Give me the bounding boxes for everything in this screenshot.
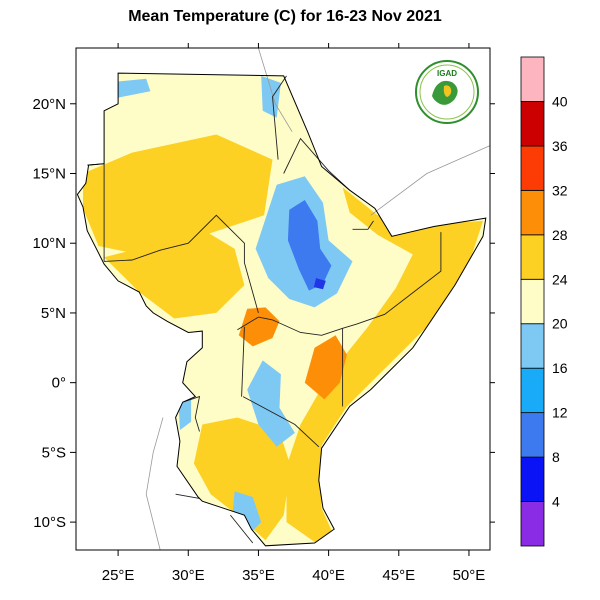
map-axes: 25°E 30°E 35°E 40°E 45°E 50°E 20°N 15°N 10°N 5°N 0…	[32, 43, 495, 584]
temperature-patch-kenya-hot	[304, 335, 347, 400]
lat-tick-label: 5°S	[42, 444, 66, 461]
country-border-11	[230, 514, 254, 544]
country-border-1	[272, 75, 287, 160]
colorbar-label: 24	[552, 271, 568, 287]
colorbar-label: 40	[552, 93, 568, 109]
colorbar-swatch	[520, 367, 545, 414]
colorbar-label: 36	[552, 138, 568, 154]
country-border-8	[283, 137, 351, 191]
colorbar-swatch	[520, 412, 545, 458]
colorbar-swatch	[520, 56, 545, 102]
lat-tick-label: 0°	[52, 375, 66, 392]
lon-tick-label: 40°E	[312, 567, 345, 584]
lat-tick-label: 5°N	[41, 305, 66, 322]
country-border-3	[237, 316, 259, 331]
temperature-patch-red-sea-hills-cool	[261, 75, 281, 118]
colorbar-label: 20	[552, 316, 568, 332]
logo-region-shape	[443, 85, 452, 97]
context-boundary-2	[145, 417, 164, 551]
country-border-2	[104, 214, 259, 314]
lon-tick-label: 35°E	[242, 567, 275, 584]
colorbar-swatch	[520, 234, 545, 280]
map-lines	[76, 47, 491, 551]
colorbar-swatch	[520, 278, 545, 325]
colorbar-swatch	[520, 323, 545, 369]
context-boundary-0	[258, 47, 293, 132]
colorbar-swatch	[520, 501, 545, 547]
temperature-patch-sudan-west-warm	[83, 134, 273, 253]
colorbar-swatch	[520, 145, 545, 191]
lon-tick-label: 45°E	[382, 567, 415, 584]
map-body	[76, 48, 490, 550]
colorbar-swatch	[520, 101, 545, 147]
temperature-patch-ethiopia-highland-cold	[287, 200, 332, 291]
lat-tick-label: 20°N	[32, 96, 66, 113]
logo-inner-ring	[419, 64, 475, 120]
colorbar: 4 8 12 16 20 24 28 32 36 40	[520, 56, 568, 547]
country-border-4	[241, 326, 245, 397]
colorbar-label: 28	[552, 227, 568, 243]
temperature-patch-south-sudan-hot	[238, 307, 280, 347]
colorbar-label: 16	[552, 360, 568, 376]
country-border-10	[182, 395, 201, 432]
region-outline	[76, 72, 487, 547]
logo-text: IGAD	[437, 69, 457, 78]
colorbar-label: 4	[552, 494, 560, 510]
colorbar-swatch	[520, 456, 545, 502]
country-border-9	[352, 220, 374, 230]
lon-tick-label: 30°E	[172, 567, 205, 584]
chart-title: Mean Temperature (C) for 16-23 Nov 2021	[128, 8, 442, 25]
country-border-12	[175, 493, 200, 499]
lon-tick-label: 50°E	[453, 567, 486, 584]
colorbar-label: 32	[552, 182, 568, 198]
temperature-patch-tanzania-warm	[193, 417, 291, 541]
lon-tick-label: 25°E	[102, 567, 135, 584]
temperature-patch-south-sudan-warm	[104, 229, 245, 319]
colorbar-label: 8	[552, 449, 560, 465]
lat-tick-label: 10°N	[32, 235, 66, 252]
temperature-patch-great-lakes-cool	[247, 360, 295, 447]
country-border-7	[242, 396, 320, 448]
map-frame	[75, 47, 491, 551]
colorbar-label: 12	[552, 405, 568, 421]
lat-tick-label: 15°N	[32, 166, 66, 183]
temperature-patch-ethiopia-highland-coldest	[313, 278, 326, 290]
colorbar-swatch	[520, 189, 545, 236]
context-boundary-1	[370, 145, 491, 216]
lat-tick-label: 10°S	[33, 514, 66, 531]
igad-logo: IGAD	[415, 60, 479, 124]
